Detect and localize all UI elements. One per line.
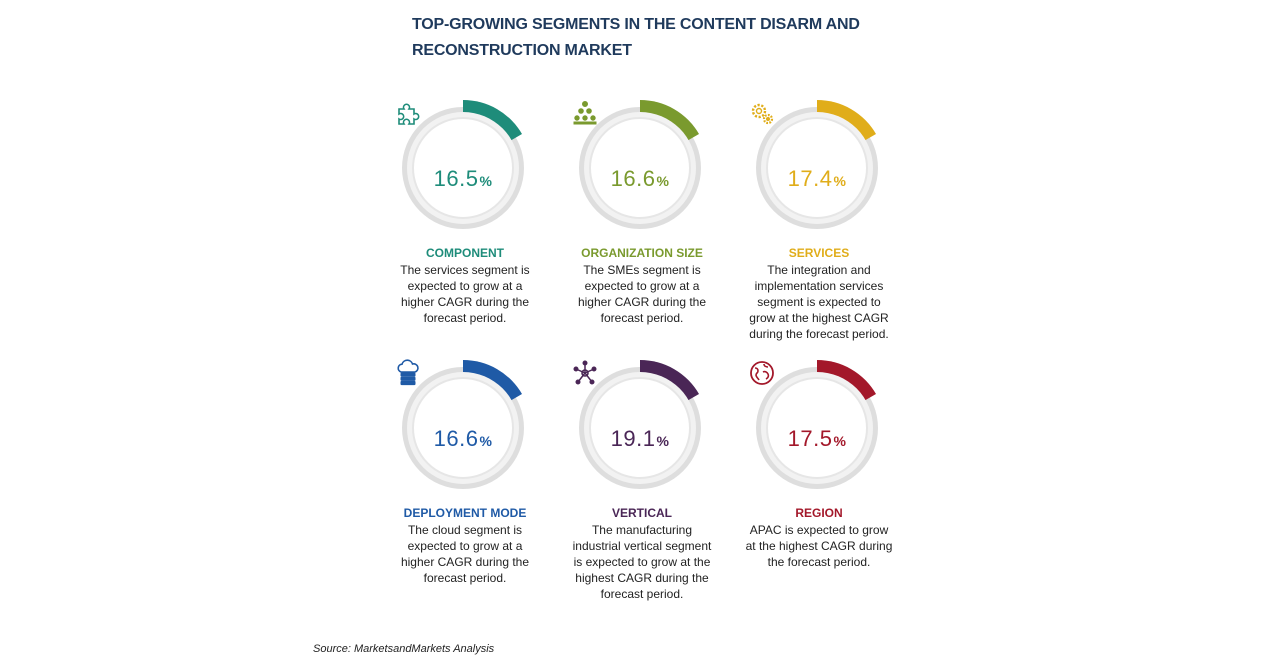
segment-value: 16.6% xyxy=(610,166,670,191)
gauge: 17.4% xyxy=(749,99,885,236)
gauge: 17.5% xyxy=(749,359,885,496)
segment-description: The manufacturing industrial vertical se… xyxy=(572,523,712,601)
segment-label: SERVICES xyxy=(788,246,850,260)
segment-value: 17.4% xyxy=(787,166,847,191)
cloud-server-icon xyxy=(397,359,419,386)
gauge: 16.5% xyxy=(395,99,531,236)
segment-value: 16.5% xyxy=(433,166,493,191)
hierarchy-icon xyxy=(573,101,597,125)
segment-description: The integration and implementation servi… xyxy=(749,263,889,341)
page-title: TOP-GROWING SEGMENTS IN THE CONTENT DISA… xyxy=(412,16,860,59)
gauge: 16.6% xyxy=(395,359,531,496)
gauge: 19.1% xyxy=(572,359,708,496)
source-note: Source: MarketsandMarkets Analysis xyxy=(313,643,495,655)
segment-description: The SMEs segment is expected to grow at … xyxy=(577,263,707,325)
gauge-svg xyxy=(756,99,878,229)
gears-icon xyxy=(751,103,774,125)
segment-description: APAC is expected to grow at the highest … xyxy=(745,523,893,569)
gauge-svg xyxy=(402,359,524,489)
globe-icon xyxy=(750,361,774,385)
gauge-svg xyxy=(579,359,701,489)
gauge-svg xyxy=(756,359,878,489)
segment-description: The cloud segment is expected to grow at… xyxy=(400,523,530,585)
segment-value: 19.1% xyxy=(610,426,670,451)
segment-label: DEPLOYMENT MODE xyxy=(403,506,527,520)
network-icon xyxy=(573,360,597,385)
puzzle-icon xyxy=(398,103,420,125)
segment-label: REGION xyxy=(795,506,843,520)
segment-value: 16.6% xyxy=(433,426,493,451)
gauge-svg xyxy=(579,99,701,229)
segment-label: COMPONENT xyxy=(426,246,504,260)
segment-value: 17.5% xyxy=(787,426,847,451)
segment-label: VERTICAL xyxy=(612,506,672,520)
gauge: 16.6% xyxy=(572,99,708,236)
gauge-svg xyxy=(402,99,524,229)
segment-label: ORGANIZATION SIZE xyxy=(581,246,703,260)
segment-description: The services segment is expected to grow… xyxy=(400,263,530,325)
